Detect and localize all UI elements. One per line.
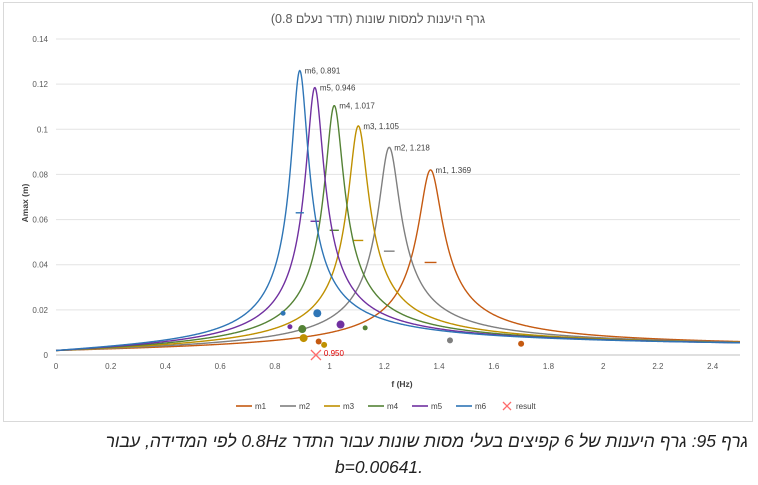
marker-point xyxy=(280,310,286,316)
result-marker-b xyxy=(310,349,322,361)
legend-label-m2: m2 xyxy=(299,402,311,411)
marker-m1 xyxy=(518,340,525,347)
marker-m2 xyxy=(446,337,453,344)
marker-point xyxy=(315,338,322,345)
marker-m3 xyxy=(299,334,308,343)
marker-point xyxy=(321,341,328,348)
legend-label-m5: m5 xyxy=(431,402,443,411)
y-tick-label: 0.12 xyxy=(32,80,48,89)
legend-label-result: result xyxy=(516,402,536,411)
chart-frame: גרף היענות למסות שונות (תדר נעלם 0.8) 0 0.… xyxy=(3,2,753,422)
peak-label-m6: m6, 0.891 xyxy=(305,67,341,76)
y-tick-label: 0.06 xyxy=(32,216,48,225)
x-axis-label: f (Hz) xyxy=(391,379,412,389)
x-tick-label: 2.2 xyxy=(652,362,664,371)
legend-swatch-result-b xyxy=(502,401,512,411)
legend-label-m4: m4 xyxy=(387,402,399,411)
series-line-m1 xyxy=(55,169,741,352)
legend-label-m6: m6 xyxy=(475,402,487,411)
series-line-m6 xyxy=(55,69,741,352)
chart-title: גרף היענות למסות שונות (תדר נעלם 0.8) xyxy=(271,12,485,26)
y-tick-label: 0.08 xyxy=(32,170,48,179)
x-tick-label: 1.4 xyxy=(433,362,445,371)
y-tick-label: 0.14 xyxy=(32,35,48,44)
x-tick-label: 1.2 xyxy=(379,362,391,371)
x-tick-label: 0.4 xyxy=(160,362,172,371)
legend-label-m1: m1 xyxy=(255,402,267,411)
y-tick-label: 0 xyxy=(44,351,49,360)
marker-point xyxy=(362,325,368,331)
peak-label-m3: m3, 1.105 xyxy=(363,122,399,131)
y-tick-label: 0.04 xyxy=(32,261,48,270)
series-line-m2 xyxy=(55,146,741,352)
resonance-chart: גרף היענות למסות שונות (תדר נעלם 0.8) 0 0.… xyxy=(20,12,741,411)
x-tick-label: 2 xyxy=(601,362,606,371)
marker-m5 xyxy=(336,320,345,329)
marker-m6 xyxy=(313,309,322,318)
x-tick-label: 1.6 xyxy=(488,362,500,371)
y-axis-label: Amax (m) xyxy=(20,183,30,222)
legend-label-m3: m3 xyxy=(343,402,355,411)
x-tick-label: 1.8 xyxy=(543,362,555,371)
figure-caption: גרף 95: גרף היענות של 6 קפיצים בעלי מסות… xyxy=(10,428,748,480)
x-tick-label: 0.2 xyxy=(105,362,117,371)
x-tick-label: 0.8 xyxy=(269,362,281,371)
series-line-m3 xyxy=(55,125,741,352)
y-tick-label: 0.1 xyxy=(37,125,49,134)
caption-line-1: גרף 95: גרף היענות של 6 קפיצים בעלי מסות… xyxy=(105,431,748,451)
y-tick-label: 0.02 xyxy=(32,306,48,315)
x-tick-label: 0 xyxy=(54,362,59,371)
caption-line-2: b=0.00641. xyxy=(334,457,424,477)
peak-label-m5: m5, 0.946 xyxy=(320,84,356,93)
peak-label-m1: m1, 1.369 xyxy=(436,166,472,175)
marker-point xyxy=(287,324,293,330)
x-tick-label: 2.4 xyxy=(707,362,719,371)
peak-label-m4: m4, 1.017 xyxy=(339,102,375,111)
x-tick-label: 1 xyxy=(327,362,332,371)
peak-label-m2: m2, 1.218 xyxy=(394,143,430,152)
result-label: 0.950 xyxy=(324,349,345,358)
marker-m4 xyxy=(298,325,307,334)
x-tick-label: 0.6 xyxy=(215,362,227,371)
